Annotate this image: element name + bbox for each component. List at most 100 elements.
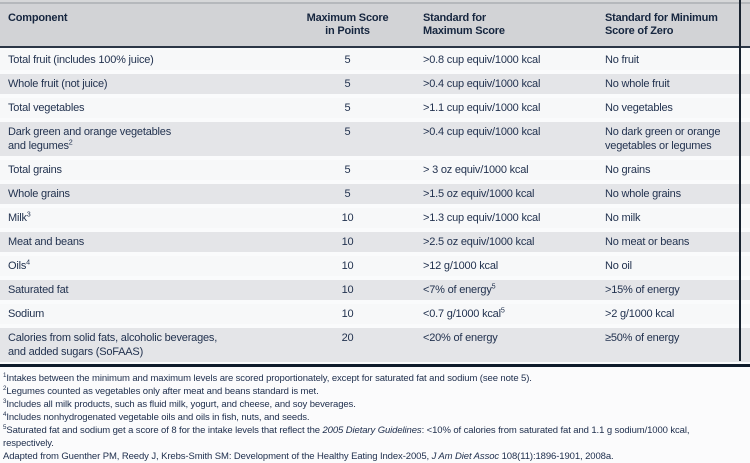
footnote-line: 2Legumes counted as vegetables only afte…: [3, 385, 750, 398]
text-line: Total vegetables: [8, 101, 290, 115]
component-cell: Whole grains: [0, 184, 290, 204]
text-segment: Includes all milk products, such as flui…: [6, 399, 356, 410]
text-segment: Includes nonhydrogenated vegetable oils …: [6, 412, 310, 423]
text-line: >12 g/1000 kcal: [423, 259, 600, 273]
text-line: >15% of energy: [605, 283, 750, 297]
column-header-max-score: Maximum Score in Points: [290, 9, 405, 41]
text-line: Dark green and orange vegetables: [8, 125, 290, 139]
text-line: 5: [290, 125, 405, 139]
table-top-border-shadow: [0, 2, 750, 4]
component-cell: Dark green and orange vegetables and legu…: [0, 122, 290, 156]
text-segment: >15% of energy: [605, 284, 680, 296]
text-line: <0.7 g/1000 kcal5: [423, 307, 600, 321]
table-row: Total fruit (includes 100% juice) 5 >0.8 c…: [0, 48, 750, 72]
component-cell: Saturated fat: [0, 280, 290, 300]
text-segment: No whole fruit: [605, 78, 670, 90]
text-segment: >2 g/1000 kcal: [605, 308, 675, 320]
text-segment: >12 g/1000 kcal: [423, 260, 498, 272]
text-line: 10: [290, 235, 405, 249]
text-segment: in Points: [325, 25, 370, 37]
footnote-line: respectively.: [3, 437, 750, 450]
column-header-standard-zero: Standard for Minimum Score of Zero: [600, 9, 750, 41]
table-row: Total vegetables 5 >1.1 cup equiv/1000 kca…: [0, 96, 750, 120]
text-segment: Calories from solid fats, alcoholic beve…: [8, 332, 218, 344]
table-body: Total fruit (includes 100% juice) 5 >0.8 c…: [0, 48, 750, 364]
footnote-marker: 5: [491, 282, 496, 291]
text-line: Score of Zero: [605, 25, 750, 38]
footnote-marker: 4: [26, 258, 30, 267]
text-line: and legumes2: [8, 139, 290, 153]
footnote-line: 1Intakes between the minimum and maximum…: [3, 372, 750, 385]
text-segment: Dark green and orange vegetables: [8, 126, 171, 138]
text-segment: 10: [341, 236, 354, 248]
text-line: Total grains: [8, 163, 290, 177]
text-line: No dark green or orange: [605, 125, 750, 139]
component-cell: Total fruit (includes 100% juice): [0, 50, 290, 70]
text-segment: Saturated fat and sodium get a score of …: [6, 425, 323, 436]
standard-max-cell: <0.7 g/1000 kcal5: [405, 304, 600, 324]
text-line: in Points: [290, 25, 405, 38]
text-line: 10: [290, 211, 405, 225]
footnotes: 1Intakes between the minimum and maximum…: [0, 372, 750, 463]
text-segment: : <10% of calories from saturated fat an…: [421, 425, 690, 436]
standard-zero-cell: No vegetables: [600, 98, 750, 118]
text-segment: 5: [344, 54, 351, 66]
text-line: No vegetables: [605, 101, 750, 115]
table-row: Milk3 10 >1.3 cup equiv/1000 kcal No milk: [0, 206, 750, 230]
text-segment: Whole grains: [8, 188, 70, 200]
text-segment: <0.7 g/1000 kcal: [423, 308, 501, 320]
text-line: and added sugars (SoFAAS): [8, 345, 290, 359]
text-segment: >2.5 oz equiv/1000 kcal: [423, 236, 535, 248]
text-line: Saturated fat: [8, 283, 290, 297]
max-score-cell: 5: [290, 184, 405, 204]
text-segment: Sodium: [8, 308, 45, 320]
text-segment: No dark green or orange: [605, 126, 721, 138]
component-cell: Oils4: [0, 256, 290, 276]
table-row: Meat and beans 10 >2.5 oz equiv/1000 kcal N…: [0, 230, 750, 254]
text-line: 10: [290, 259, 405, 273]
table-row: Whole grains 5 >1.5 oz equiv/1000 kcal No w…: [0, 182, 750, 206]
component-cell: Total grains: [0, 160, 290, 180]
text-line: Calories from solid fats, alcoholic beve…: [8, 331, 290, 345]
text-segment: 108(11):1896-1901, 2008a.: [499, 451, 614, 462]
text-segment: and added sugars (SoFAAS): [8, 346, 144, 358]
footnote-marker: 5: [3, 423, 7, 431]
text-segment: No grains: [605, 164, 651, 176]
table-row: Total grains 5 > 3 oz equiv/1000 kcal No gr…: [0, 158, 750, 182]
footnote-marker: 2: [3, 384, 7, 392]
text-segment: 5: [344, 102, 351, 114]
max-score-cell: 10: [290, 304, 405, 324]
max-score-cell: 5: [290, 160, 405, 180]
text-line: Sodium: [8, 307, 290, 321]
footnote-marker: 5: [500, 306, 505, 315]
text-line: 5: [290, 187, 405, 201]
column-header-standard-max: Standard for Maximum Score: [405, 9, 600, 41]
standard-zero-cell: No whole grains: [600, 184, 750, 204]
component-cell: Sodium: [0, 304, 290, 324]
table-header-row: Component Maximum Score in Points Standard …: [0, 4, 750, 48]
standard-max-cell: > 3 oz equiv/1000 kcal: [405, 160, 600, 180]
text-line: <20% of energy: [423, 331, 600, 345]
table-row: Sodium 10 <0.7 g/1000 kcal5 >2 g/1000 kcal: [0, 302, 750, 326]
table-top-border: [0, 0, 750, 2]
text-line: Total fruit (includes 100% juice): [8, 53, 290, 67]
text-segment: Total vegetables: [8, 102, 85, 114]
max-score-cell: 10: [290, 232, 405, 252]
table-right-border: [739, 0, 741, 361]
text-segment: respectively.: [3, 438, 54, 449]
text-segment: 10: [341, 284, 354, 296]
text-line: Maximum Score: [423, 25, 600, 38]
text-segment: Standard for: [423, 12, 486, 24]
footnote-line: 4Includes nonhydrogenated vegetable oils…: [3, 411, 750, 424]
standard-max-cell: >1.5 oz equiv/1000 kcal: [405, 184, 600, 204]
text-segment: ≥50% of energy: [605, 332, 680, 344]
footnote-marker: 2: [68, 138, 73, 147]
column-header-component: Component: [0, 9, 290, 41]
max-score-cell: 5: [290, 98, 405, 118]
standard-max-cell: <20% of energy: [405, 328, 600, 362]
text-segment: and legumes: [8, 140, 69, 152]
text-line: >0.4 cup equiv/1000 kcal: [423, 77, 600, 91]
text-segment: >1.3 cup equiv/1000 kcal: [423, 212, 541, 224]
standard-max-cell: >1.1 cup equiv/1000 kcal: [405, 98, 600, 118]
